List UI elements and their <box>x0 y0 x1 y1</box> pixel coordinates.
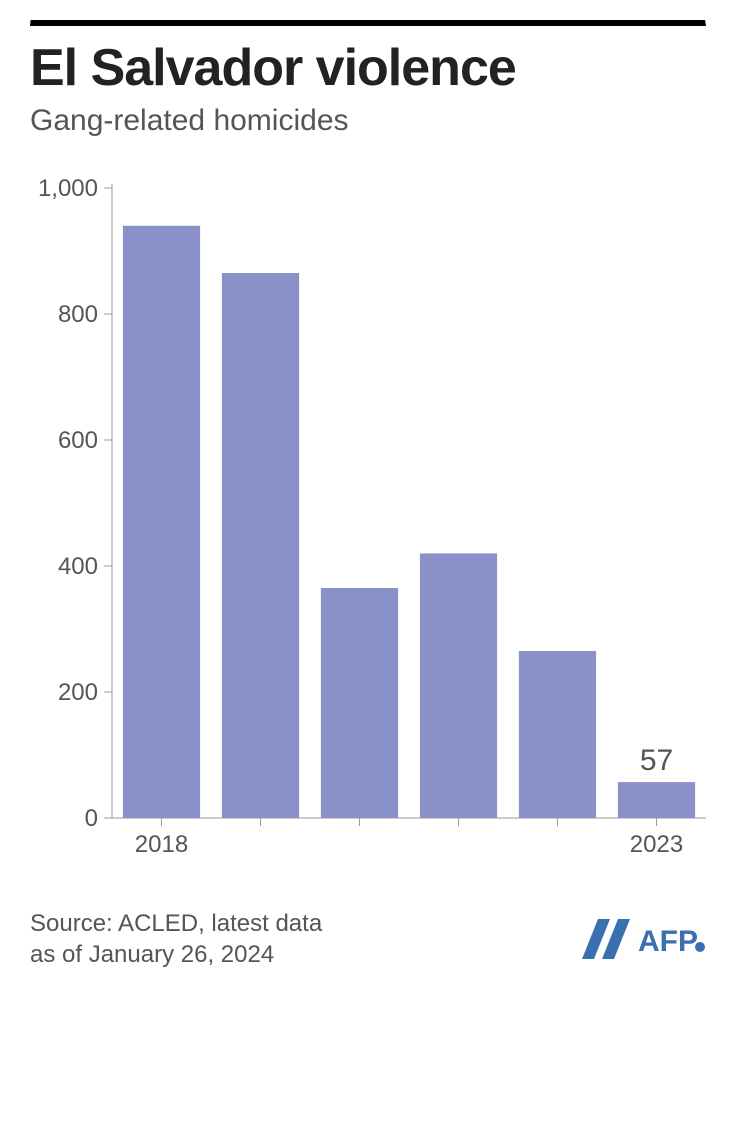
afp-logo-svg: AFP <box>576 909 706 969</box>
infographic-frame: El Salvador violence Gang-related homici… <box>0 0 736 1128</box>
bar-chart: 0 200 400 600 800 1,000 2018 2023 57 <box>30 158 706 878</box>
y-tick-label: 0 <box>85 805 98 832</box>
source-line-2: as of January 26, 2024 <box>30 939 322 970</box>
afp-logo: AFP <box>576 909 706 969</box>
logo-text: AFP <box>638 925 698 958</box>
chart-subtitle: Gang-related homicides <box>30 104 706 138</box>
bar <box>420 553 497 818</box>
chart-svg: 0 200 400 600 800 1,000 2018 2023 57 <box>30 158 706 878</box>
bar <box>123 226 200 818</box>
top-rule <box>30 20 706 26</box>
y-tick-label: 600 <box>58 427 98 454</box>
bar <box>519 651 596 818</box>
footer: Source: ACLED, latest data as of January… <box>30 908 706 970</box>
source-line-1: Source: ACLED, latest data <box>30 908 322 939</box>
chart-title: El Salvador violence <box>30 38 706 98</box>
x-tick-label: 2023 <box>630 831 683 858</box>
bar <box>321 588 398 818</box>
source-attribution: Source: ACLED, latest data as of January… <box>30 908 322 970</box>
y-tick-label: 800 <box>58 301 98 328</box>
y-tick-label: 400 <box>58 553 98 580</box>
bar <box>618 782 695 818</box>
value-label: 57 <box>640 744 673 777</box>
bar <box>222 273 299 818</box>
x-tick-label: 2018 <box>135 831 188 858</box>
y-tick-label: 1,000 <box>38 175 98 202</box>
y-tick-label: 200 <box>58 679 98 706</box>
